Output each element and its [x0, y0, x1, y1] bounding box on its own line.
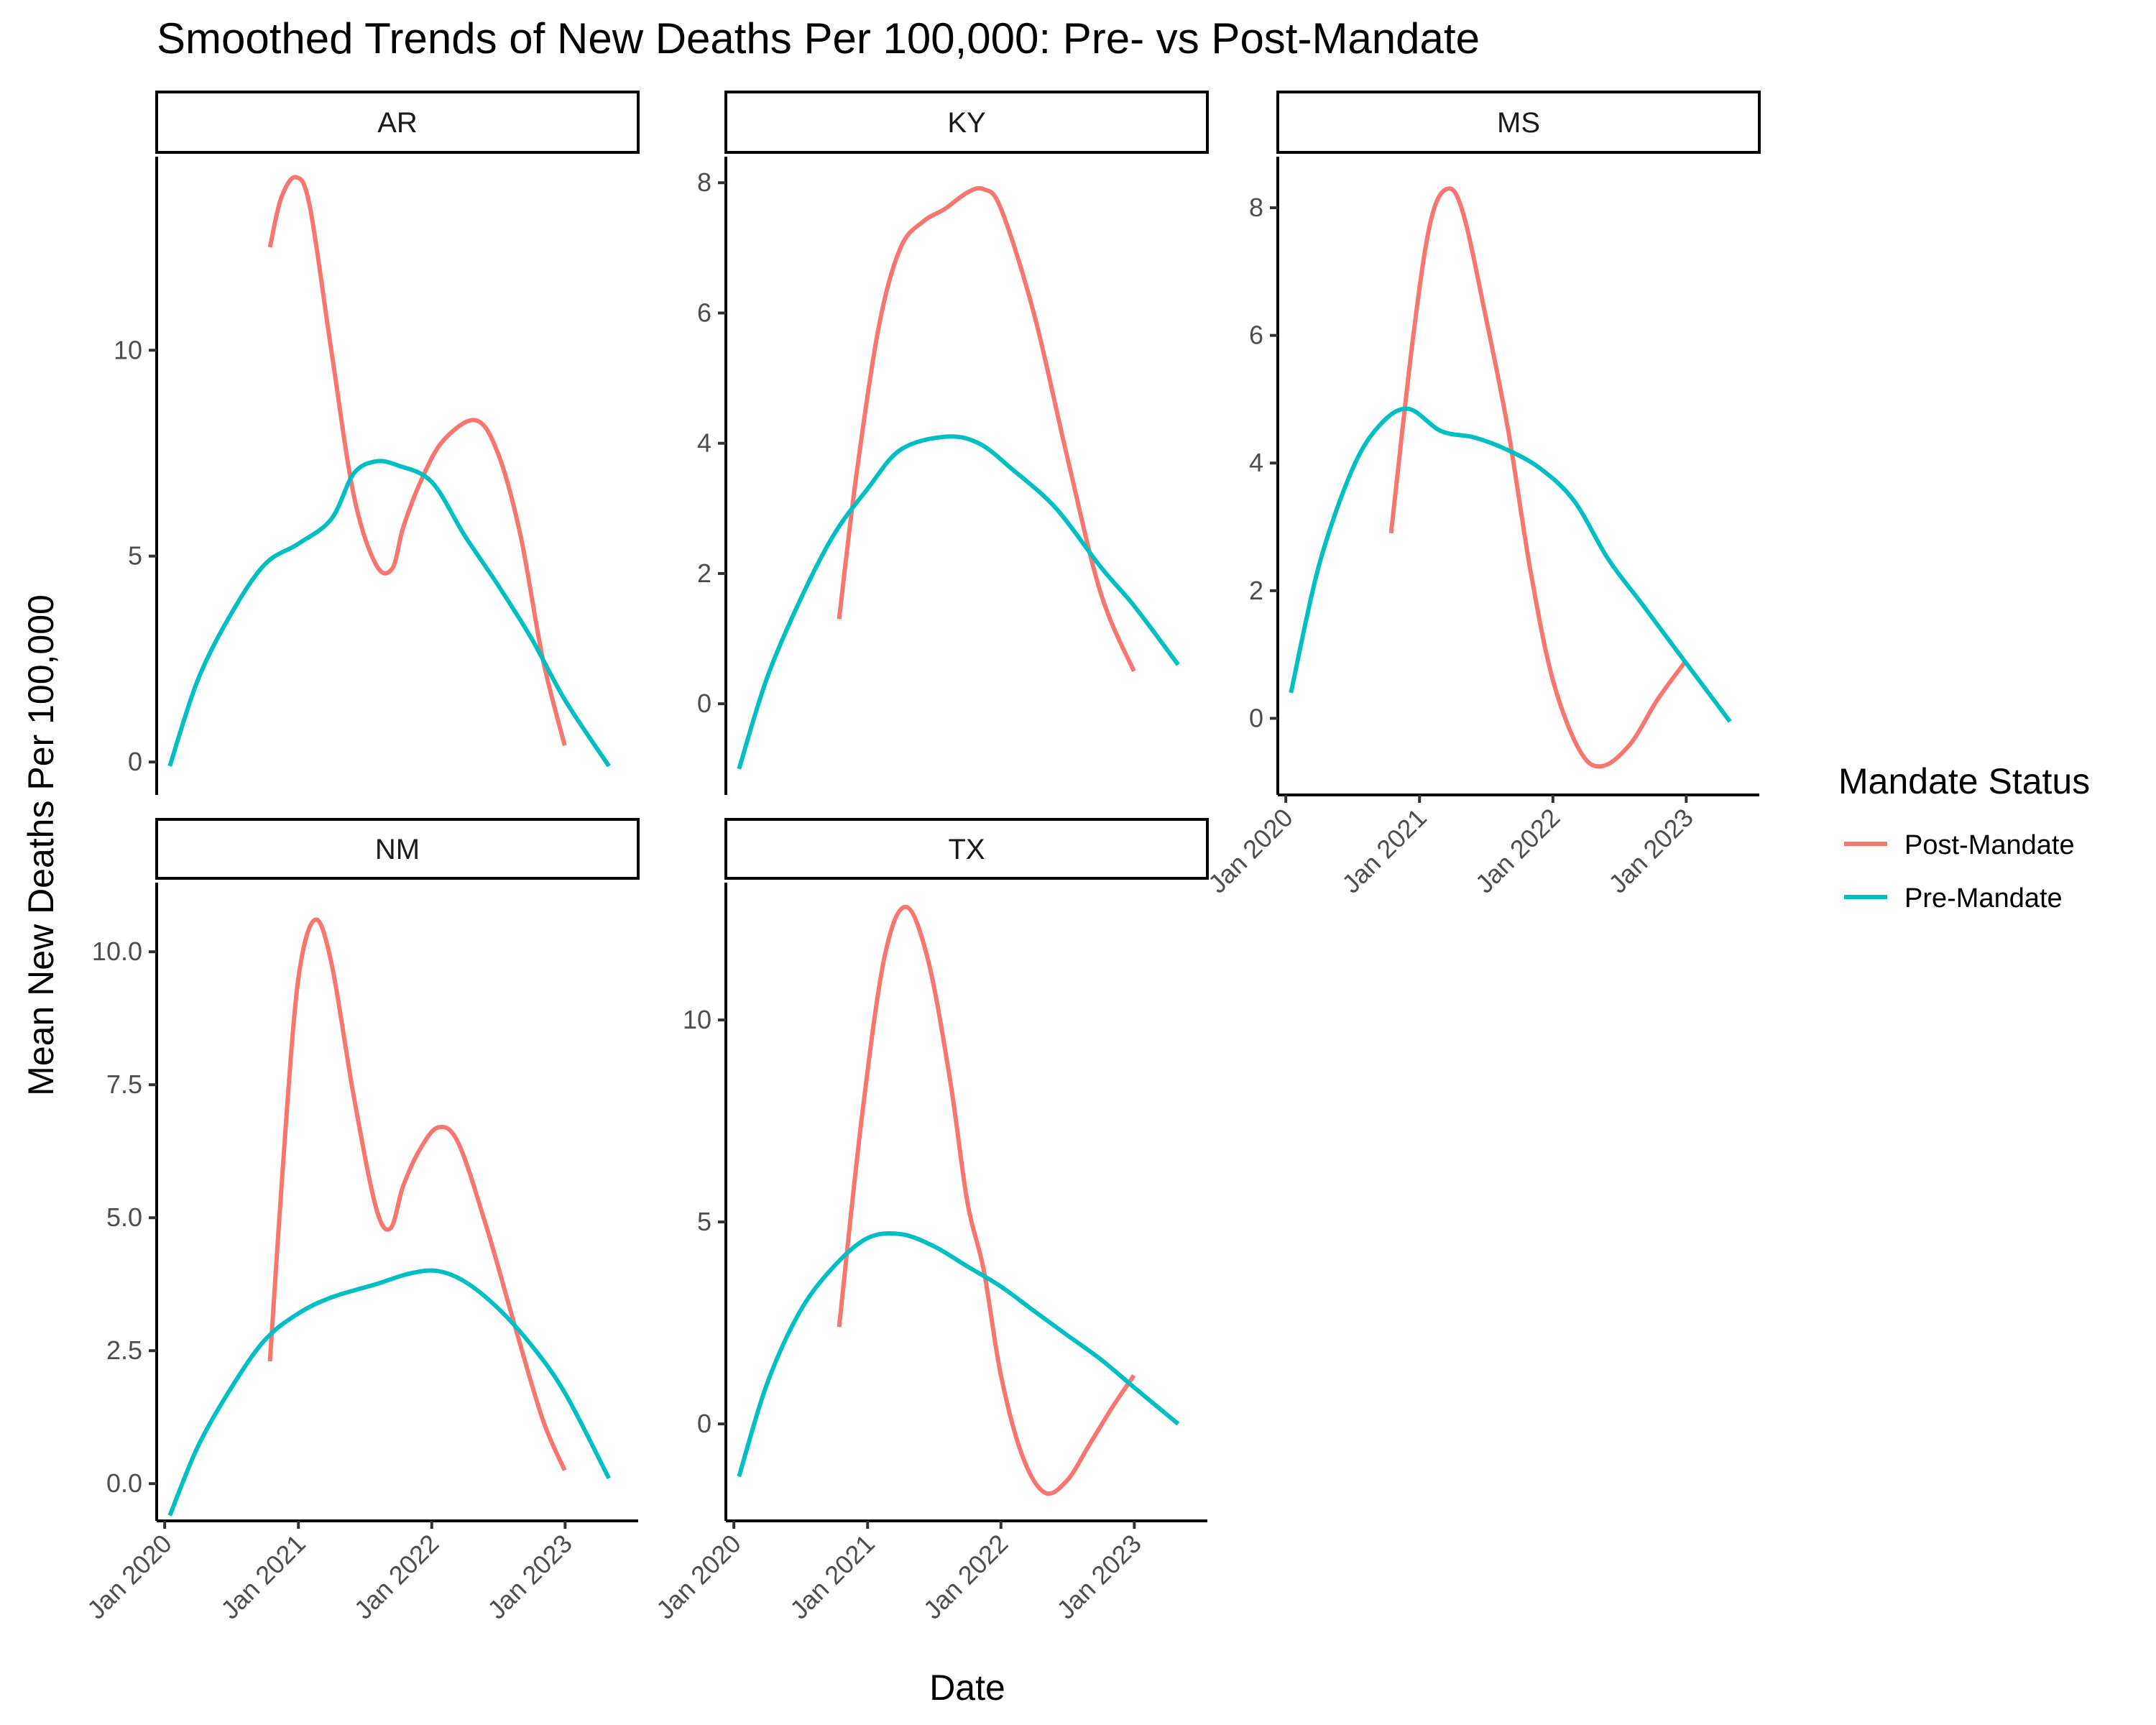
line-ar-pre-mandate — [167, 459, 611, 768]
x-tick-label-nm: Jan 2021 — [215, 1529, 311, 1625]
y-tick-label-nm: 5.0 — [106, 1202, 142, 1232]
y-tick-label-ky: 2 — [697, 558, 711, 588]
strip-ms — [1276, 91, 1761, 154]
x-tick-label-tx: Jan 2020 — [650, 1529, 747, 1625]
y-tick-label-ms: 0 — [1249, 703, 1263, 732]
y-axis-title: Mean New Deaths Per 100,000 — [21, 594, 61, 1096]
line-ms-post-mandate — [1388, 186, 1688, 769]
line-nm-pre-mandate — [167, 1268, 611, 1517]
y-tick-label-nm: 10.0 — [92, 937, 142, 966]
facet-panels: AR 0 5 10 KY 0 2 4 6 8 MS 0 2 4 6 8 Jan 2020 Jan 2021 Jan … — [81, 91, 1761, 1625]
x-tick-label-ms: Jan 2021 — [1336, 803, 1432, 899]
strip-label-tx: TX — [948, 834, 985, 865]
line-tx-pre-mandate — [737, 1230, 1180, 1478]
x-tick-label-ms: Jan 2020 — [1202, 803, 1299, 899]
legend-entries: Post-Mandate Pre-Mandate — [1844, 830, 2075, 914]
strip-label-ms: MS — [1497, 107, 1540, 139]
y-tick-label-tx: 5 — [697, 1207, 711, 1236]
x-axis-title: Date — [929, 1668, 1005, 1708]
line-ky-post-mandate — [837, 185, 1136, 672]
chart-title: Smoothed Trends of New Deaths Per 100,00… — [157, 14, 1480, 63]
y-tick-label-ar: 0 — [128, 747, 142, 776]
legend-label-pre-mandate: Pre-Mandate — [1904, 883, 2063, 914]
y-tick-label-ms: 2 — [1249, 576, 1263, 605]
panel-nm: NM 0.0 2.5 5.0 7.5 10.0 Jan 2020 Jan 2021 Jan 20… — [81, 818, 640, 1625]
x-tick-label-nm: Jan 2023 — [482, 1529, 578, 1625]
strip-label-ky: KY — [947, 107, 985, 139]
panel-ar: AR 0 5 10 — [114, 91, 640, 795]
y-tick-label-ms: 6 — [1249, 321, 1263, 350]
y-tick-label-ky: 6 — [697, 298, 711, 327]
strip-tx — [724, 818, 1209, 880]
strip-label-nm: NM — [375, 834, 420, 865]
y-tick-label-ms: 4 — [1249, 448, 1263, 477]
strip-label-ar: AR — [377, 107, 418, 139]
y-tick-label-tx: 0 — [697, 1409, 711, 1438]
y-tick-label-ky: 8 — [697, 167, 711, 197]
x-tick-label-nm: Jan 2022 — [349, 1529, 445, 1625]
line-tx-post-mandate — [837, 904, 1136, 1496]
strip-nm — [155, 818, 640, 880]
panel-ky: KY 0 2 4 6 8 — [697, 91, 1209, 795]
line-nm-post-mandate — [267, 917, 567, 1471]
x-tick-label-tx: Jan 2023 — [1051, 1529, 1147, 1625]
y-tick-label-nm: 2.5 — [106, 1335, 142, 1365]
line-ar-post-mandate — [267, 175, 567, 747]
panel-ms: MS 0 2 4 6 8 Jan 2020 Jan 2021 Jan 2022 Jan 2023 — [1202, 91, 1761, 899]
line-ms-pre-mandate — [1289, 406, 1732, 723]
strip-ky — [724, 91, 1209, 154]
x-tick-label-tx: Jan 2022 — [918, 1529, 1014, 1625]
x-tick-label-tx: Jan 2021 — [784, 1529, 880, 1625]
y-tick-label-ar: 5 — [128, 541, 142, 571]
legend-label-post-mandate: Post-Mandate — [1904, 830, 2075, 860]
y-tick-label-ms: 8 — [1249, 193, 1263, 222]
strip-ar — [155, 91, 640, 154]
x-tick-label-nm: Jan 2020 — [81, 1529, 178, 1625]
legend: Mandate Status Post-Mandate Pre-Mandate — [1838, 761, 2090, 914]
legend-item-post-mandate: Post-Mandate — [1844, 830, 2075, 860]
legend-item-pre-mandate: Pre-Mandate — [1844, 883, 2063, 914]
y-tick-label-ky: 4 — [697, 428, 711, 458]
y-tick-label-ky: 0 — [697, 689, 711, 718]
x-tick-label-ms: Jan 2023 — [1603, 803, 1699, 899]
y-tick-label-nm: 7.5 — [106, 1070, 142, 1099]
legend-title: Mandate Status — [1838, 761, 2090, 801]
line-ky-pre-mandate — [737, 434, 1180, 770]
panel-tx: TX 0 5 10 Jan 2020 Jan 2021 Jan 2022 Jan 2023 — [650, 818, 1209, 1625]
x-tick-label-ms: Jan 2022 — [1470, 803, 1566, 899]
y-tick-label-ar: 10 — [114, 335, 142, 364]
y-tick-label-tx: 10 — [683, 1005, 711, 1034]
y-tick-label-nm: 0.0 — [106, 1468, 142, 1498]
